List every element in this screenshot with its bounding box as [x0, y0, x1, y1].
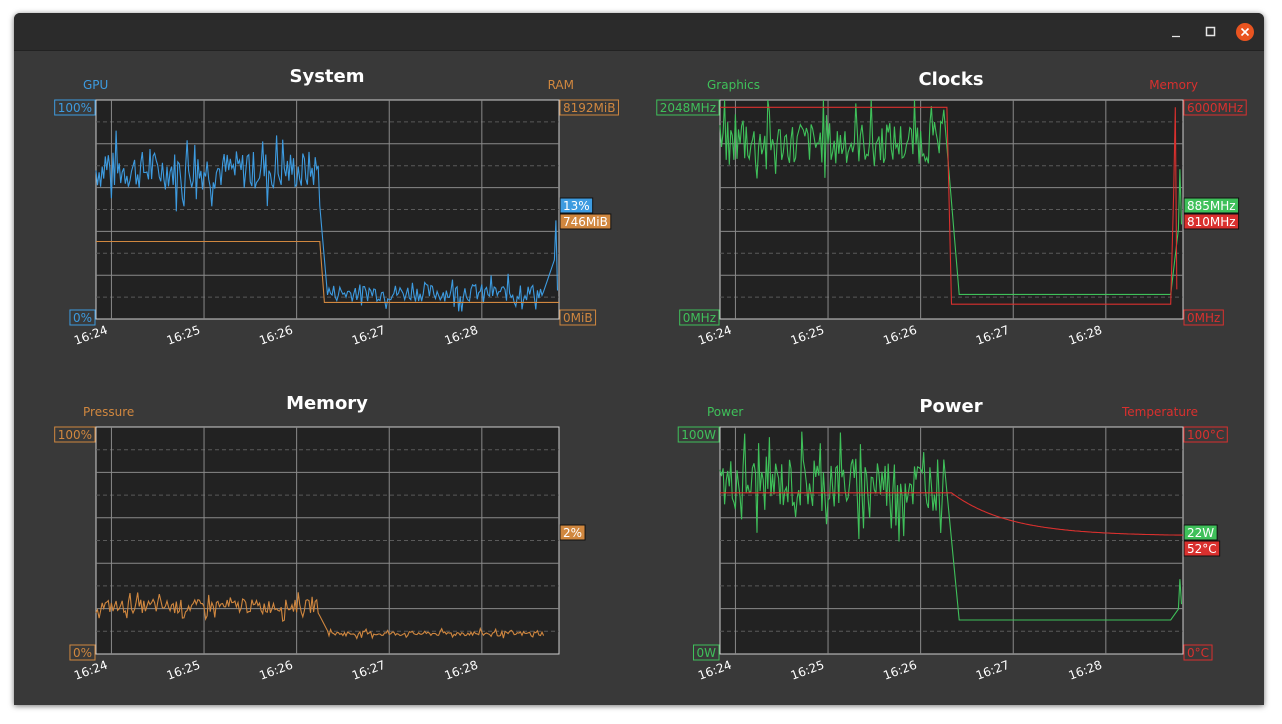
left-max-label: 100% — [58, 428, 92, 442]
left-max-label-box — [677, 426, 720, 443]
panel-memory: Memory Pressure 16:24 16:25 16:26 16:27 16:28 1… — [54, 393, 586, 683]
maximize-icon — [1205, 26, 1216, 37]
left-min-label-box — [693, 644, 720, 661]
right-max-label: 6000MHz — [1187, 101, 1243, 115]
left-max-label: 100% — [58, 101, 92, 115]
time-tick-label: 16:28 — [1067, 323, 1104, 348]
temperature-badge: 52°C — [1187, 542, 1217, 556]
panel-title: System — [290, 66, 365, 87]
close-icon — [1236, 23, 1254, 41]
panel-system: System GPU RAM 16:24 16:25 16:26 16:27 16:28 100… — [54, 66, 619, 348]
left-min-label: 0% — [73, 646, 92, 660]
minimize-button[interactable] — [1166, 22, 1186, 42]
time-tick-label: 16:24 — [72, 323, 109, 348]
memory-clock-badge: 810MHz — [1187, 215, 1236, 229]
left-max-label-box — [656, 99, 720, 116]
time-tick-label: 16:26 — [881, 323, 918, 348]
time-tick-label: 16:26 — [257, 323, 294, 348]
left-min-label-box — [69, 644, 96, 661]
right-min-label-box — [1183, 309, 1224, 326]
panel-power: Power Power Temperature 16:24 16:25 16:26 16:2… — [677, 396, 1228, 683]
right-min-label: 0MiB — [563, 311, 593, 325]
time-tick-label: 16:24 — [696, 323, 733, 348]
time-tick-label: 16:25 — [165, 658, 202, 683]
left-min-label: 0W — [697, 646, 717, 660]
gpu-usage-badge: 13% — [563, 199, 590, 213]
right-axis-label: Memory — [1149, 78, 1198, 92]
right-max-label-box — [1183, 426, 1228, 443]
power-badge: 22W — [1187, 526, 1214, 540]
time-tick-label: 16:27 — [974, 658, 1011, 683]
left-axis-label: Graphics — [707, 78, 760, 92]
right-max-label: 100°C — [1187, 428, 1224, 442]
left-axis-label: Pressure — [83, 405, 134, 419]
series-line-memory — [720, 106, 1178, 305]
charts-canvas: System GPU RAM 16:24 16:25 16:26 16:27 16:28 100… — [54, 66, 1247, 683]
close-button[interactable] — [1235, 22, 1255, 42]
time-tick-label: 16:27 — [350, 323, 387, 348]
time-tick-label: 16:28 — [443, 323, 480, 348]
left-min-label: 0MHz — [683, 311, 716, 325]
time-tick-label: 16:27 — [974, 323, 1011, 348]
time-tick-label: 16:24 — [696, 658, 733, 683]
title-bar[interactable] — [14, 13, 1264, 51]
panel-clocks: Clocks Graphics Memory 16:24 16:25 16:26 16:27… — [656, 69, 1247, 348]
left-min-label-box — [69, 309, 96, 326]
temperature-badge-box — [1183, 540, 1221, 557]
series-line-temperature — [720, 492, 1184, 536]
time-tick-label: 16:28 — [1067, 658, 1104, 683]
ram-usage-badge-box — [559, 213, 612, 230]
left-axis-label: Power — [707, 405, 743, 419]
left-max-label-box — [54, 99, 96, 116]
power-badge-box — [1183, 524, 1218, 541]
left-max-label-box — [54, 426, 96, 443]
maximize-button[interactable] — [1201, 22, 1221, 42]
time-tick-label: 16:27 — [350, 658, 387, 683]
right-max-label-box — [1183, 99, 1247, 116]
left-max-label: 2048MHz — [660, 101, 716, 115]
app-window: System GPU RAM 16:24 16:25 16:26 16:27 16:28 100… — [14, 13, 1264, 705]
graphics-clock-badge: 885MHz — [1187, 199, 1236, 213]
time-tick-label: 16:25 — [789, 658, 826, 683]
right-min-label: 0°C — [1187, 646, 1209, 660]
left-min-label: 0% — [73, 311, 92, 325]
series-line-ram — [96, 240, 559, 303]
time-tick-label: 16:26 — [257, 658, 294, 683]
minimize-icon — [1172, 35, 1180, 38]
ram-usage-badge: 746MiB — [563, 215, 608, 229]
left-axis-label: GPU — [83, 78, 108, 92]
right-max-label-box — [559, 99, 619, 116]
time-tick-label: 16:28 — [443, 658, 480, 683]
right-max-label: 8192MiB — [563, 101, 615, 115]
series-line-power — [719, 431, 1183, 621]
panel-title: Clocks — [918, 69, 983, 90]
series-line-pressure — [95, 592, 545, 640]
series-line-gpu — [95, 130, 559, 312]
time-tick-label: 16:24 — [72, 658, 109, 683]
graphics-clock-badge-box — [1183, 197, 1240, 214]
time-tick-label: 16:25 — [165, 323, 202, 348]
memory-clock-badge-box — [1183, 213, 1240, 230]
time-tick-label: 16:25 — [789, 323, 826, 348]
right-axis-label: RAM — [548, 78, 574, 92]
left-min-label-box — [679, 309, 720, 326]
time-tick-label: 16:26 — [881, 658, 918, 683]
gpu-usage-badge-box — [559, 197, 594, 214]
right-axis-label: Temperature — [1121, 405, 1198, 419]
right-min-label-box — [559, 309, 597, 326]
right-min-label-box — [1183, 644, 1213, 661]
pressure-badge-box — [559, 524, 586, 541]
left-max-label: 100W — [681, 428, 716, 442]
pressure-badge: 2% — [563, 526, 582, 540]
right-min-label: 0MHz — [1187, 311, 1220, 325]
panel-title: Memory — [286, 393, 368, 414]
series-line-graphics — [719, 99, 1183, 295]
panel-title: Power — [919, 396, 982, 417]
